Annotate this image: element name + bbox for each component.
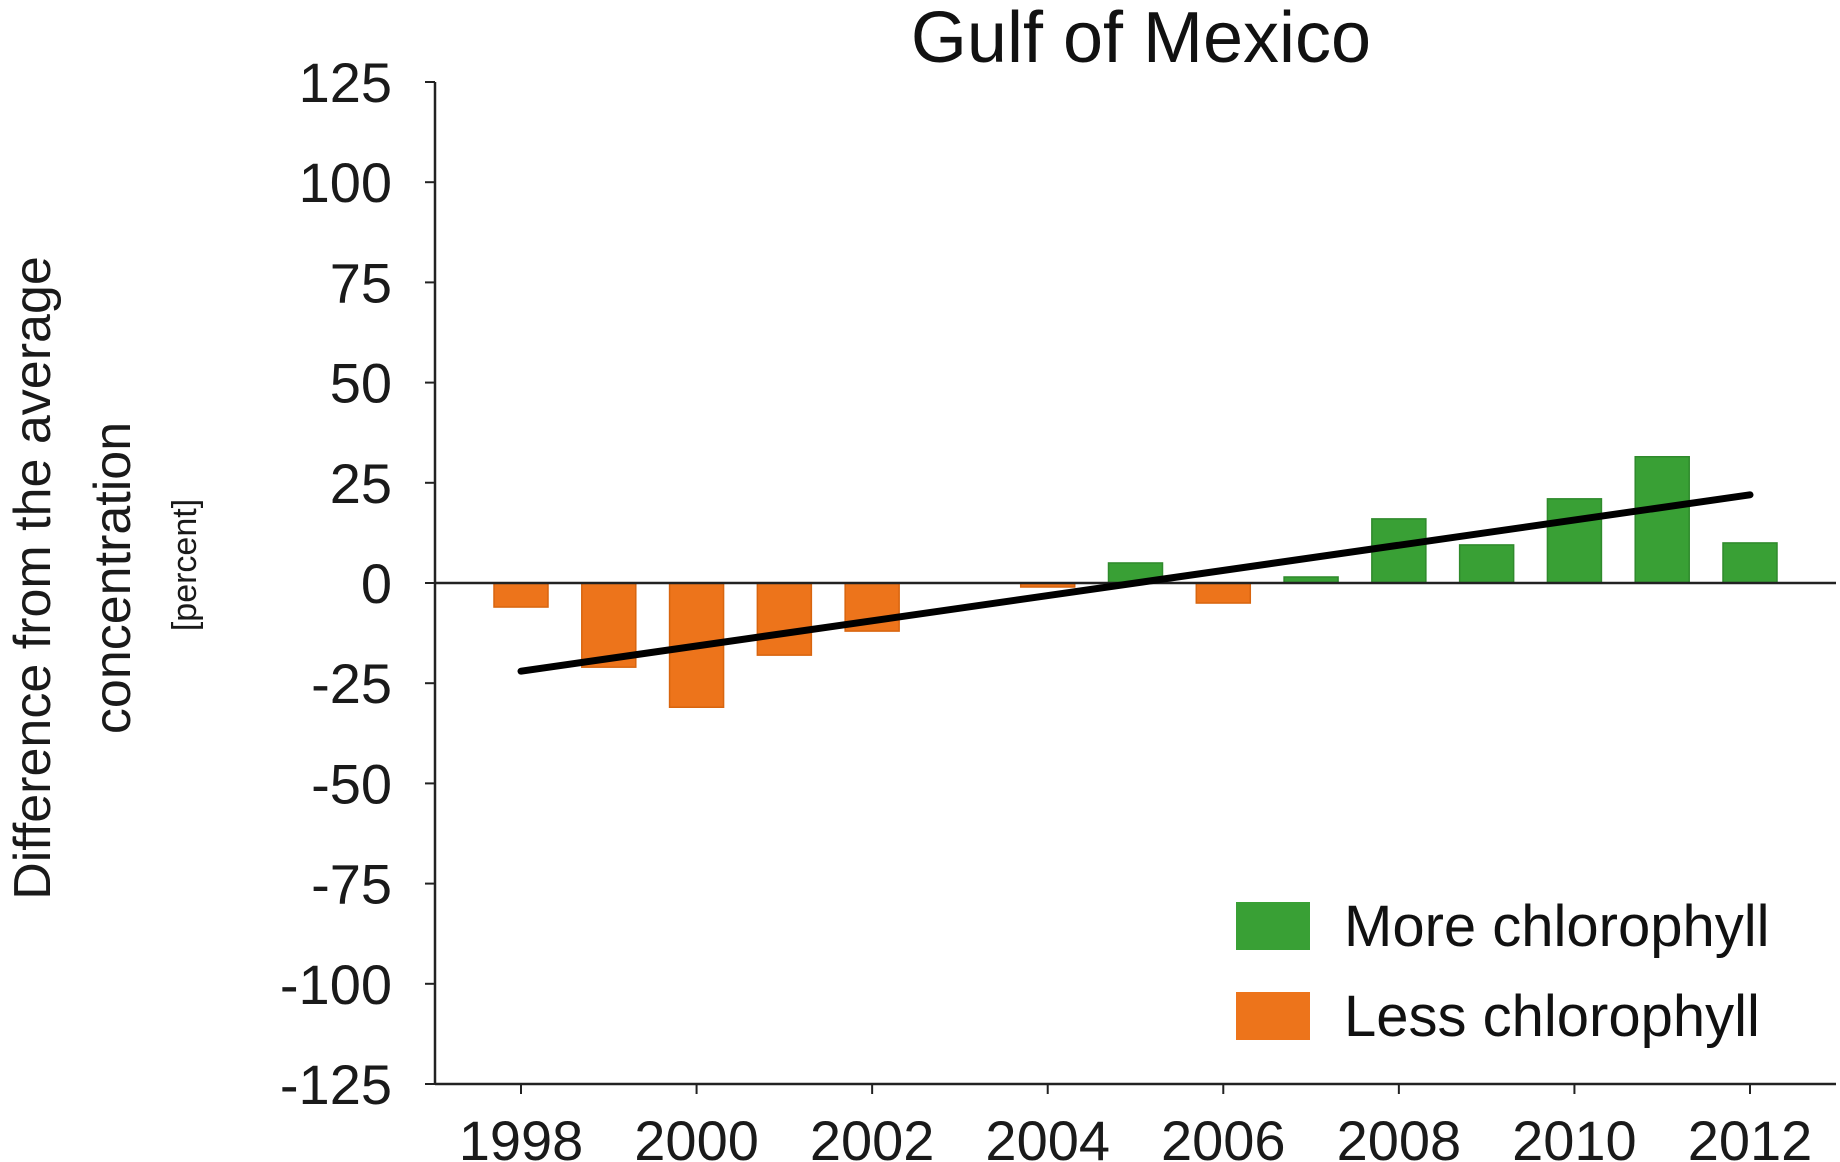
x-tick-label: 2000 [634, 1109, 759, 1162]
legend-swatch [1236, 902, 1310, 950]
y-axis-label-line-1: Difference from the average [4, 256, 62, 900]
y-tick-label: 100 [299, 151, 392, 214]
x-tick-label: 2010 [1512, 1109, 1637, 1162]
x-axis-ticks: 1998 2000 2002 2004 2006 2008 2010 2012 [459, 1084, 1813, 1162]
y-tick-label: 125 [299, 51, 392, 114]
legend-swatch [1236, 992, 1310, 1040]
y-tick-label: -125 [280, 1053, 392, 1116]
y-tick-label: -75 [311, 853, 392, 916]
x-tick-label: 2002 [810, 1109, 935, 1162]
bar-2012 [1722, 542, 1778, 584]
x-tick-label: 2012 [1688, 1109, 1813, 1162]
bar-1998 [493, 582, 549, 608]
x-tick-label: 2006 [1161, 1109, 1286, 1162]
y-tick-label: 25 [330, 452, 392, 515]
bar-2011 [1634, 455, 1690, 584]
x-tick-label: 2008 [1337, 1109, 1462, 1162]
y-tick-label: 75 [330, 251, 392, 314]
x-tick-label: 1998 [459, 1109, 584, 1162]
y-tick-label: -25 [311, 652, 392, 715]
bar-2009 [1458, 544, 1515, 584]
bar-2010 [1546, 498, 1603, 584]
y-tick-label: 50 [330, 352, 392, 415]
x-tick-label: 2004 [985, 1109, 1110, 1162]
y-axis-label: Difference from the average concentratio… [4, 256, 204, 900]
trendline [517, 491, 1754, 675]
legend-label: More chlorophyll [1344, 894, 1770, 959]
legend: More chlorophyll Less chlorophyll [1236, 894, 1770, 1049]
y-axis-unit: [percent] [166, 499, 204, 631]
trendline-group [517, 491, 1754, 675]
bar-2006 [1195, 582, 1252, 604]
chart-title: Gulf of Mexico [911, 0, 1371, 78]
y-tick-label: 0 [361, 552, 392, 615]
legend-label: Less chlorophyll [1344, 984, 1760, 1049]
y-tick-label: -100 [280, 953, 392, 1016]
y-tick-label: -50 [311, 752, 392, 815]
y-axis-ticks: 125 100 75 50 25 0 -25 -50 -75 -100 -125 [280, 51, 435, 1116]
bar-2001 [756, 582, 813, 656]
y-axis-label-line-2: concentration [84, 422, 142, 734]
